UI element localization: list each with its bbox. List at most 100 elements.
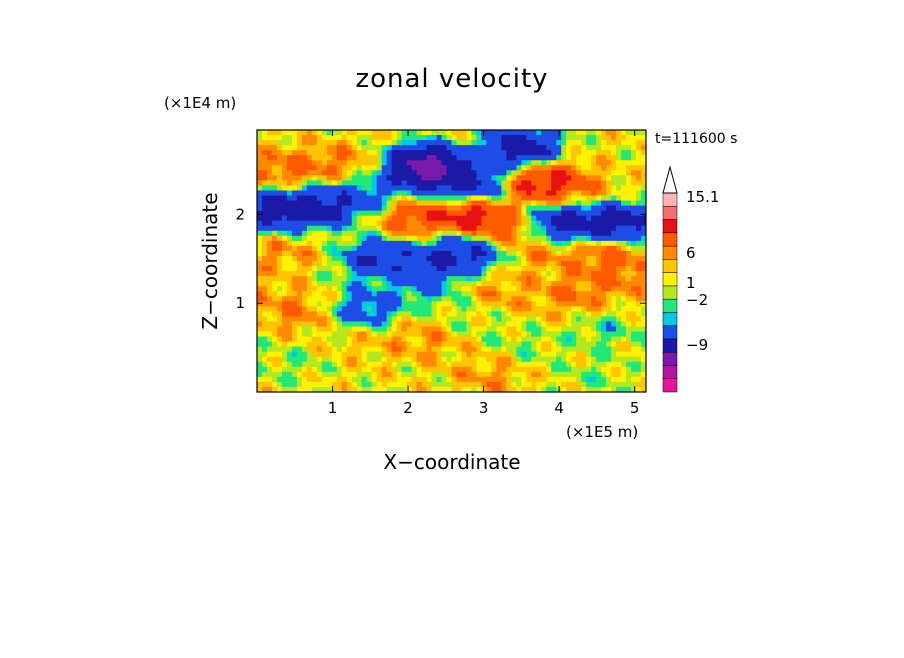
heatmap-cell [356, 200, 363, 207]
heatmap-cell [611, 175, 617, 181]
heatmap-cell [591, 351, 597, 358]
heatmap-cell [471, 271, 478, 277]
heatmap-cell [556, 135, 562, 141]
heatmap-cell [321, 306, 328, 312]
heatmap-cell [381, 381, 388, 388]
heatmap-cell [491, 230, 497, 237]
heatmap-cell [566, 220, 572, 227]
heatmap-cell [436, 381, 443, 388]
heatmap-cell [551, 200, 557, 207]
heatmap-cell [441, 316, 448, 323]
heatmap-cell [506, 200, 512, 207]
heatmap-cell [366, 215, 373, 222]
heatmap-cell [531, 185, 537, 192]
heatmap-cell [286, 271, 293, 277]
heatmap-cell [341, 170, 348, 176]
heatmap-cell [361, 185, 368, 192]
heatmap-cell [471, 381, 478, 388]
heatmap-cell [421, 296, 428, 302]
heatmap-cell [436, 376, 443, 383]
heatmap-cell [551, 140, 557, 146]
heatmap-cell [376, 190, 383, 197]
heatmap-cell [341, 331, 348, 338]
heatmap-cell [496, 165, 502, 171]
heatmap-cell [296, 296, 303, 302]
heatmap-cell [386, 165, 393, 171]
heatmap-cell [356, 245, 363, 252]
heatmap-cell [556, 225, 562, 232]
heatmap-cell [601, 346, 607, 353]
heatmap-cell [551, 135, 557, 141]
heatmap-cell [471, 170, 478, 176]
heatmap-cell [281, 225, 288, 232]
heatmap-cell [321, 301, 328, 307]
heatmap-cell [466, 371, 473, 378]
heatmap-cell [441, 195, 448, 202]
heatmap-cell [301, 230, 308, 237]
heatmap-cell [411, 336, 418, 343]
heatmap-cell [276, 230, 283, 237]
heatmap-cell [541, 331, 547, 338]
heatmap-cell [526, 220, 532, 227]
heatmap-cell [257, 135, 263, 141]
heatmap-cell [266, 331, 273, 338]
heatmap-cell [636, 316, 642, 323]
heatmap-cell [441, 235, 448, 242]
heatmap-cell [386, 140, 393, 146]
heatmap-cell [336, 326, 343, 333]
heatmap-cell [446, 245, 453, 252]
heatmap-cell [556, 175, 562, 181]
heatmap-cell [391, 361, 398, 368]
heatmap-cell [581, 245, 587, 252]
heatmap-cell [526, 361, 532, 368]
heatmap-cell [431, 311, 438, 318]
heatmap-cell [306, 311, 313, 318]
heatmap-cell [416, 266, 423, 272]
heatmap-cell [296, 220, 303, 227]
heatmap-cell [621, 301, 627, 307]
heatmap-cell [541, 220, 547, 227]
heatmap-cell [386, 255, 393, 262]
heatmap-cell [296, 351, 303, 358]
heatmap-cell [406, 301, 413, 307]
heatmap-cell [626, 205, 632, 212]
heatmap-cell [361, 276, 368, 282]
heatmap-cell [266, 175, 273, 181]
heatmap-cell [381, 351, 388, 358]
heatmap-cell [551, 306, 557, 312]
heatmap-cell [611, 230, 617, 237]
heatmap-cell [526, 135, 532, 141]
heatmap-cell [426, 250, 433, 257]
heatmap-cell [526, 215, 532, 222]
heatmap-cell [596, 331, 602, 338]
heatmap-cell [481, 316, 488, 323]
heatmap-cell [576, 371, 582, 378]
heatmap-cell [281, 165, 288, 171]
heatmap-cell [511, 321, 517, 328]
heatmap-cell [516, 316, 522, 323]
heatmap-cell [476, 140, 483, 146]
heatmap-cell [336, 205, 343, 212]
heatmap-cell [526, 346, 532, 353]
heatmap-cell [566, 346, 572, 353]
heatmap-cell [381, 140, 388, 146]
heatmap-cell [306, 386, 313, 392]
heatmap-cell [496, 150, 502, 156]
heatmap-cell [466, 140, 473, 146]
heatmap-cell [536, 286, 542, 292]
heatmap-cell [601, 245, 607, 252]
heatmap-cell [476, 250, 483, 257]
heatmap-cell [481, 190, 488, 197]
heatmap-cell [386, 316, 393, 323]
heatmap-cell [571, 296, 577, 302]
heatmap-cell [376, 291, 383, 297]
heatmap-cell [461, 281, 468, 287]
heatmap-cell [336, 245, 343, 252]
heatmap-cell [296, 245, 303, 252]
heatmap-cell [641, 356, 646, 363]
heatmap-cell [631, 321, 637, 328]
heatmap-cell [516, 200, 522, 207]
heatmap-cell [456, 245, 463, 252]
heatmap-cell [631, 306, 637, 312]
heatmap-cell [426, 245, 433, 252]
